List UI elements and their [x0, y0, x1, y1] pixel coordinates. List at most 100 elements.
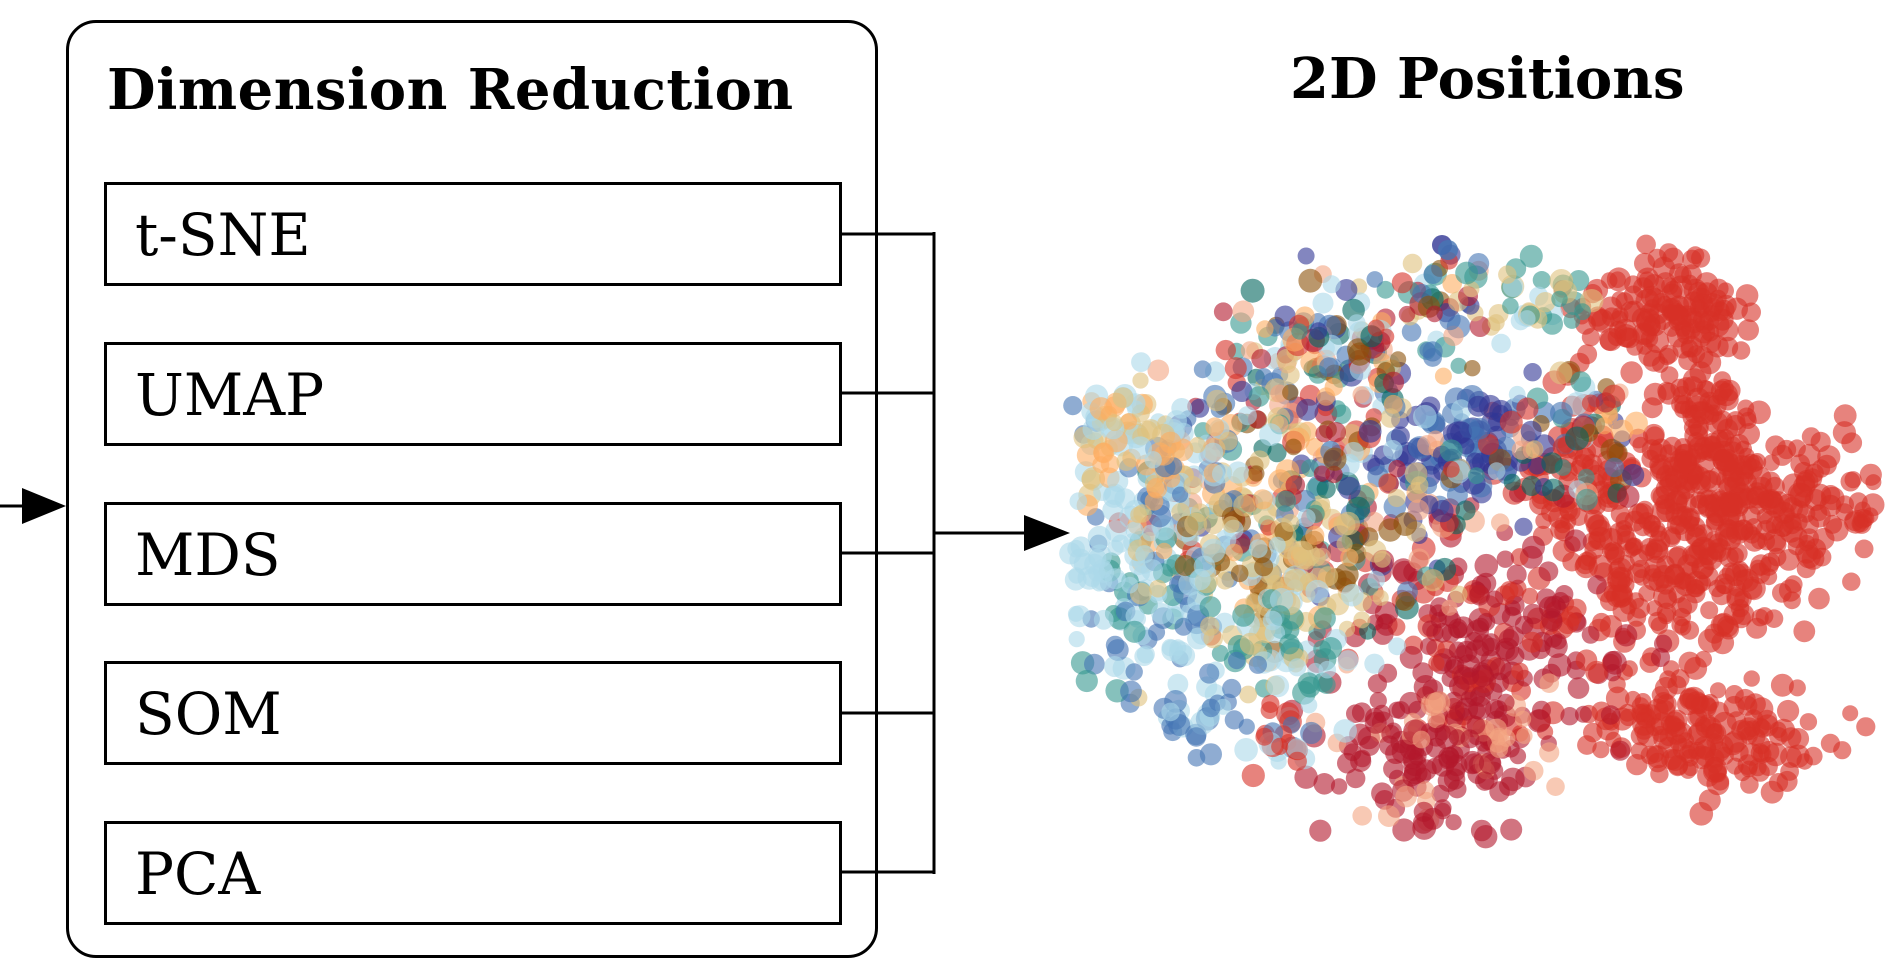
scatter-point	[1120, 680, 1142, 703]
method-box-umap: UMAP	[104, 342, 842, 446]
scatter-point	[1741, 458, 1763, 480]
scatter-point	[1627, 563, 1648, 584]
scatter-point	[1716, 388, 1739, 411]
scatter-point	[1213, 302, 1233, 322]
scatter-point	[1516, 397, 1539, 420]
scatter-point	[1238, 718, 1255, 735]
scatter-point	[1737, 319, 1760, 341]
scatter-point	[1703, 757, 1728, 781]
scatter-point	[1432, 623, 1453, 643]
scatter-point	[1395, 785, 1417, 808]
scatter-point	[1455, 500, 1476, 521]
scatter-point	[1063, 396, 1083, 416]
scatter-point	[1364, 711, 1387, 734]
scatter-point	[1104, 656, 1125, 677]
scatter-point	[1511, 440, 1532, 460]
scatter-point	[1230, 564, 1249, 583]
scatter-point	[1735, 440, 1752, 458]
scatter-point	[1281, 513, 1300, 532]
scatter-point	[1105, 414, 1123, 432]
scatter-point	[1413, 404, 1437, 429]
scatter-point	[1135, 545, 1154, 564]
scatter-point	[1081, 469, 1101, 490]
scatter-point	[1203, 628, 1223, 649]
scatter-point	[1630, 726, 1650, 746]
scatter-point	[1318, 566, 1339, 587]
scatter-point	[1560, 707, 1579, 726]
scatter-point	[1746, 485, 1770, 509]
scatter-point	[1450, 357, 1467, 374]
scatter-point	[1324, 377, 1343, 397]
scatter-point	[1335, 279, 1358, 301]
scatter-point	[1287, 751, 1307, 771]
scatter-point	[1422, 341, 1443, 362]
scatter-point	[1313, 773, 1336, 795]
scatter-point	[1629, 597, 1651, 619]
scatter-point	[1193, 360, 1212, 379]
scatter-point	[1380, 408, 1401, 428]
scatter-point	[1241, 763, 1265, 788]
scatter-point	[1372, 589, 1389, 606]
scatter-point	[1366, 271, 1384, 288]
scatter-point	[1132, 372, 1149, 389]
scatter-point	[1606, 267, 1631, 292]
scatter-point	[1312, 292, 1334, 314]
scatter-point	[1190, 398, 1210, 418]
scatter-point	[1416, 781, 1435, 800]
scatter-point	[1222, 678, 1242, 699]
scatter-point	[1678, 574, 1695, 591]
scatter-point	[1215, 339, 1237, 361]
scatter-point	[1271, 737, 1289, 756]
scatter-point	[1700, 601, 1719, 620]
scatter-point	[1341, 583, 1364, 607]
scatter-point	[1472, 664, 1494, 687]
scatter-point	[1227, 461, 1250, 484]
scatter-point	[1222, 516, 1240, 534]
scatter-point	[1833, 404, 1857, 427]
scatter-point	[1497, 693, 1515, 712]
scatter-point	[1401, 322, 1422, 342]
scatter-point	[1189, 568, 1211, 591]
scatter-point	[1511, 662, 1529, 680]
scatter-point	[1666, 547, 1688, 569]
scatter-point	[1550, 401, 1573, 425]
scatter-point	[1600, 590, 1621, 612]
scatter-point	[1199, 743, 1222, 766]
scatter-point	[1256, 320, 1274, 338]
scatter-point	[1799, 713, 1818, 731]
scatter-point	[1442, 460, 1460, 478]
scatter-point	[1549, 361, 1573, 385]
scatter-point	[1423, 264, 1443, 284]
scatter-point	[1564, 529, 1587, 552]
scatter-point	[1298, 268, 1323, 293]
scatter-point	[1520, 420, 1542, 442]
scatter-point	[1358, 420, 1382, 443]
scatter-point	[1323, 447, 1347, 471]
scatter-point	[1333, 719, 1357, 743]
scatter-point	[1644, 539, 1669, 564]
scatter-point	[1541, 478, 1565, 502]
scatter-point	[1408, 548, 1430, 570]
scatter-point	[1431, 499, 1454, 523]
scatter-point	[1489, 739, 1509, 758]
scatter-point	[1654, 314, 1671, 330]
scatter-point	[1107, 539, 1124, 556]
scatter-point	[1120, 413, 1137, 430]
scatter-point	[1270, 753, 1287, 770]
method-label: SOM	[135, 680, 282, 748]
scatter-point	[1567, 677, 1590, 699]
scatter-point	[1092, 559, 1113, 579]
method-box-som: SOM	[104, 661, 842, 765]
scatter-point	[1780, 727, 1802, 748]
scatter-point	[1600, 705, 1621, 725]
scatter-point	[1159, 431, 1182, 454]
scatter-point	[1539, 742, 1560, 763]
scatter-point	[1468, 467, 1485, 485]
scatter-point	[1690, 325, 1712, 348]
scatter-point	[1801, 547, 1825, 570]
scatter-point	[1695, 650, 1712, 668]
scatter-point	[1309, 322, 1328, 340]
scatter-point	[1383, 758, 1404, 780]
scatter-point	[1296, 398, 1319, 421]
scatter-point	[1387, 488, 1406, 508]
